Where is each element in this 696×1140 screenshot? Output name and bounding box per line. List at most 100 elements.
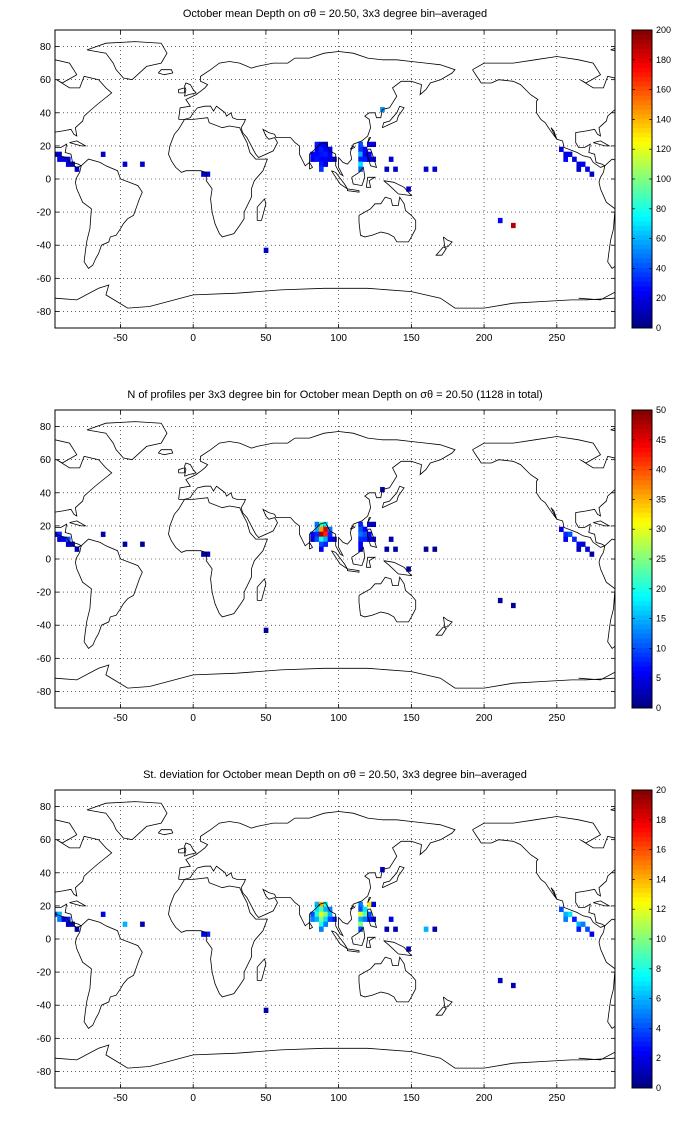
colorbar-tick-label: 4 (656, 1023, 661, 1033)
bin-cell (201, 551, 206, 557)
colorbar-tick-label: 200 (656, 25, 671, 35)
colorbar-segment (632, 202, 652, 208)
bin-cell (388, 156, 394, 162)
y-tick-label: -20 (37, 968, 52, 979)
colorbar-segment (632, 535, 652, 541)
x-tick-label: 50 (260, 713, 272, 724)
bin-cell (201, 171, 206, 177)
colorbar-segment (632, 624, 652, 630)
bin-cell (319, 531, 324, 537)
x-tick-label: 250 (548, 1093, 565, 1104)
coastline (349, 905, 356, 910)
colorbar-tick-label: 180 (656, 55, 671, 65)
coastline (593, 520, 611, 527)
y-tick-label: -80 (37, 307, 52, 318)
colorbar-segment (632, 605, 652, 611)
bin-cell (367, 916, 372, 922)
colorbar-segment (632, 304, 652, 310)
colorbar-segment (632, 845, 652, 851)
x-tick-label: 0 (190, 713, 196, 724)
bin-cell (367, 141, 372, 148)
colorbar-segment (632, 419, 652, 425)
colorbar-tick-label: 80 (656, 204, 666, 214)
colorbar-segment (632, 146, 652, 152)
bin-cell (358, 146, 363, 152)
bin-cell (100, 531, 106, 537)
colorbar-segment (632, 1027, 652, 1033)
coastline (86, 801, 168, 841)
coastline (593, 900, 611, 907)
colorbar-tick-label: 20 (656, 584, 666, 594)
colorbar: 0 2 4 6 8 10 12 14 16 18 20 (631, 785, 666, 1093)
bin-cell (384, 546, 390, 552)
bin-cell (74, 546, 80, 552)
bin-cell (323, 921, 329, 927)
bin-cell (327, 911, 333, 917)
colorbar-segment (632, 568, 652, 574)
x-tick-label: 200 (476, 713, 493, 724)
bin-cell (580, 161, 586, 167)
colorbar-segment (632, 188, 652, 194)
bin-cell (576, 921, 582, 927)
coastline (346, 188, 360, 193)
colorbar: 0 20 40 60 80 100 120 140 160 180 200 (631, 25, 671, 333)
coastline-layer (55, 41, 696, 309)
coastline (346, 568, 360, 573)
coastline (309, 920, 314, 930)
bin-cell (205, 551, 211, 557)
coastline (331, 930, 348, 950)
map-panel-2: N of profiles per 3x3 degree bin for Oct… (37, 389, 666, 724)
colorbar-segment (632, 414, 652, 420)
x-tick-label: 200 (476, 333, 493, 344)
coastline (472, 56, 615, 168)
bin-cell (358, 531, 363, 537)
colorbar-tick-label: 40 (656, 465, 666, 475)
bin-cell (327, 536, 333, 542)
colorbar-segment (632, 559, 652, 565)
coastline (168, 877, 268, 998)
coastline (86, 41, 168, 81)
coastline (682, 70, 696, 75)
coastline (472, 436, 615, 548)
coastline (381, 485, 405, 509)
bin-cell (332, 536, 337, 542)
colorbar-segment (632, 929, 652, 935)
bin-cell (563, 916, 569, 922)
colorbar-segment (632, 999, 652, 1005)
bin-cell (511, 602, 516, 609)
colorbar-segment (632, 619, 652, 625)
colorbar-segment (632, 836, 652, 842)
bin-cell (323, 146, 329, 152)
y-tick-label: 0 (45, 175, 51, 186)
bin-cell (323, 521, 329, 528)
bin-cell (406, 566, 411, 572)
colorbar-tick-label: 15 (656, 614, 666, 624)
bin-cell (393, 166, 398, 172)
bin-cell (358, 916, 363, 922)
bin-cell (393, 546, 398, 552)
colorbar-segment (632, 62, 652, 68)
colorbar-segment (632, 638, 652, 644)
bin-cell (65, 541, 71, 547)
colorbar-segment (632, 314, 652, 320)
colorbar-segment (632, 1008, 652, 1014)
coastline (55, 59, 113, 168)
bin-cell (314, 521, 320, 528)
x-tick-label: 100 (330, 1093, 347, 1104)
coastline-layer (55, 421, 615, 689)
colorbar-segment (632, 577, 652, 583)
colorbar-segment (632, 1078, 652, 1084)
colorbar-segment (632, 596, 652, 602)
y-tick-label: 60 (40, 835, 52, 846)
colorbar-segment (632, 309, 652, 315)
colorbar-segment (632, 160, 652, 166)
colorbar: 0 5 10 15 20 25 30 35 40 45 50 (631, 405, 666, 713)
bin-cell (511, 982, 516, 989)
colorbar-segment (632, 1013, 652, 1019)
coastline (178, 467, 185, 474)
colorbar-segment (632, 897, 652, 903)
bin-cell (323, 541, 329, 547)
colorbar-segment (632, 225, 652, 231)
colorbar-tick-label: 6 (656, 994, 661, 1004)
colorbar-segment (632, 493, 652, 499)
